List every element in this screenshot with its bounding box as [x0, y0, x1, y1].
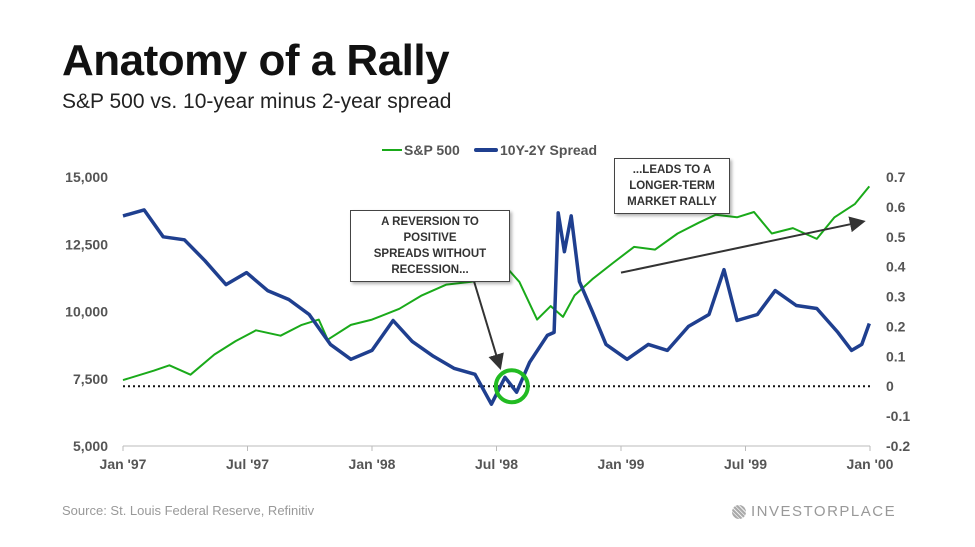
y-left-tick-label: 12,500	[65, 236, 108, 252]
y-right-tick-label: 0.7	[886, 169, 906, 185]
annotation-line: RECESSION...	[391, 264, 469, 276]
annotation-line: A REVERSION TO POSITIVE	[381, 216, 479, 244]
y-right-tick-label: 0.5	[886, 229, 906, 245]
y-right-tick-label: 0.6	[886, 199, 906, 215]
x-tick-label: Jan '97	[100, 456, 147, 472]
y-right-tick-label: 0.1	[886, 348, 906, 364]
y-left-tick-label: 15,000	[65, 169, 108, 185]
x-tick-label: Jul '99	[724, 456, 767, 472]
annotation-line: SPREADS WITHOUT	[373, 248, 487, 260]
y-right-tick-label: 0.4	[886, 259, 906, 275]
y-right-tick-label: 0.3	[886, 289, 906, 305]
y-right-tick-label: 0	[886, 378, 894, 394]
x-tick-label: Jan '99	[598, 456, 645, 472]
chart-subtitle: S&P 500 vs. 10-year minus 2-year spread	[62, 90, 452, 113]
x-tick-label: Jul '97	[226, 456, 269, 472]
x-tick-label: Jan '00	[847, 456, 894, 472]
y-left-tick-label: 10,000	[65, 304, 108, 320]
investorplace-logo: INVESTORPLACE	[732, 503, 896, 520]
chart-title: Anatomy of a Rally	[62, 36, 450, 85]
x-tick-label: Jul '98	[475, 456, 518, 472]
source-note: Source: St. Louis Federal Reserve, Refin…	[62, 503, 315, 518]
annotation-line: MARKET RALLY	[627, 196, 717, 208]
annotation-arrow	[620, 216, 866, 274]
highlight-circle	[493, 368, 530, 405]
y-right-tick-label: 0.2	[886, 318, 906, 334]
annotation-rally: ...LEADS TO A LONGER-TERM MARKET RALLY	[614, 158, 730, 214]
legend-label-spread: 10Y-2Y Spread	[500, 142, 597, 158]
annotation-line: ...LEADS TO A	[632, 164, 712, 176]
y-left-tick-label: 7,500	[73, 371, 108, 387]
legend-label-sp500: S&P 500	[404, 142, 460, 158]
annotation-line: LONGER-TERM	[629, 180, 715, 192]
logo-text: INVESTORPLACE	[751, 503, 897, 520]
x-tick-label: Jan '98	[349, 456, 396, 472]
y-right-tick-label: -0.2	[886, 438, 910, 454]
annotation-arrow	[469, 267, 504, 371]
y-right-tick-label: -0.1	[886, 408, 910, 424]
y-left-tick-label: 5,000	[73, 438, 108, 454]
globe-icon	[732, 504, 746, 519]
annotation-reversion: A REVERSION TO POSITIVE SPREADS WITHOUT …	[350, 210, 510, 282]
